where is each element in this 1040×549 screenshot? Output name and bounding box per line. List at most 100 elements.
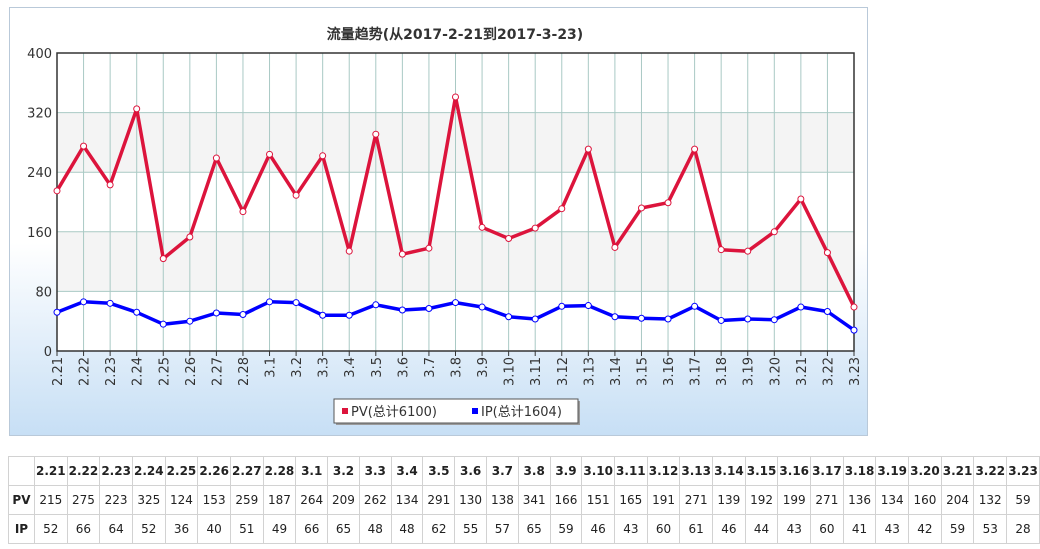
table-cell: 132 — [973, 485, 1008, 515]
table-cell: 60 — [810, 514, 844, 544]
table-cell: 41 — [842, 514, 877, 544]
y-tick-label: 240 — [27, 166, 52, 181]
table-cell: 57 — [486, 514, 519, 544]
data-point — [266, 150, 274, 158]
traffic-trend-chart: 流量趋势(从2017-2-21到2017-3-23) 0 80 160 240 320 4… — [27, 26, 863, 425]
data-point — [584, 145, 592, 153]
x-tick-label: 2.24 — [131, 357, 146, 386]
data-point — [159, 320, 167, 328]
x-tick-label: 3.11 — [529, 357, 544, 386]
data-point — [345, 247, 353, 255]
table-cell: 60 — [646, 514, 681, 544]
data-point — [744, 315, 752, 323]
data-point — [558, 302, 566, 310]
data-point — [372, 301, 380, 309]
data-point — [425, 244, 433, 252]
y-tick-label: 0 — [44, 345, 52, 360]
x-tick-label: 3.2 — [290, 357, 305, 378]
table-cell: 153 — [197, 485, 231, 515]
table-header-row: 2.21 2.22 2.23 2.24 2.25 2.26 2.27 2.28 3.1 3.2 3.… — [8, 456, 1040, 486]
legend-label: PV(总计6100) — [351, 405, 437, 420]
data-point — [664, 199, 672, 207]
table-cell: 66 — [295, 514, 329, 544]
data-point — [239, 208, 247, 216]
x-tick-label: 2.25 — [157, 357, 172, 386]
data-point — [478, 223, 486, 231]
table-cell: 65 — [327, 514, 360, 544]
table-column-header: 2.21 — [33, 456, 68, 486]
table-cell: 42 — [908, 514, 942, 544]
x-tick-label: 3.1 — [264, 357, 279, 378]
data-point — [53, 308, 61, 316]
x-tick-label: 3.4 — [343, 357, 358, 378]
table-cell: 139 — [712, 485, 746, 515]
data-point — [797, 303, 805, 311]
table-column-header: 3.6 — [454, 456, 487, 486]
table-cell: 59 — [940, 514, 975, 544]
table-cell: 52 — [33, 514, 68, 544]
data-point — [850, 326, 858, 334]
table-cell: 136 — [842, 485, 877, 515]
table-cell: 62 — [422, 514, 456, 544]
table-cell: 46 — [712, 514, 746, 544]
table-cell: 166 — [549, 485, 583, 515]
data-point — [345, 311, 353, 319]
table-cell: 151 — [581, 485, 616, 515]
x-tick-label: 3.16 — [662, 357, 677, 386]
data-point — [186, 233, 194, 241]
table-cell: 36 — [164, 514, 199, 544]
table-cell: 43 — [875, 514, 910, 544]
x-tick-label: 3.9 — [476, 357, 491, 378]
table-cell: 325 — [131, 485, 166, 515]
data-point — [159, 255, 167, 263]
table-cell: 48 — [390, 514, 424, 544]
x-tick-label: 2.23 — [104, 357, 119, 386]
data-point — [505, 313, 513, 321]
data-point — [611, 313, 619, 321]
data-point — [186, 317, 194, 325]
table-cell: 134 — [390, 485, 424, 515]
table-column-header: 3.2 — [327, 456, 360, 486]
x-tick-label: 3.14 — [609, 357, 624, 386]
x-tick-label: 3.8 — [450, 357, 465, 378]
table-cell: 264 — [295, 485, 329, 515]
table-corner-cell — [8, 456, 35, 486]
table-row: PV 215 275 223 325 124 153 259 187 264 209 262 134 29… — [8, 485, 1040, 515]
table-column-header: 3.19 — [875, 456, 910, 486]
table-column-header: 3.22 — [973, 456, 1008, 486]
table-column-header: 3.9 — [549, 456, 583, 486]
x-tick-label: 3.15 — [635, 357, 650, 386]
table-column-header: 2.25 — [164, 456, 199, 486]
table-column-header: 2.24 — [131, 456, 166, 486]
table-row: IP 52 66 64 52 36 40 51 49 66 65 48 48 62 55 57 65 59 46 43… — [8, 514, 1040, 544]
table-column-header: 3.11 — [614, 456, 648, 486]
y-tick-label: 80 — [35, 285, 52, 300]
table-cell: 53 — [973, 514, 1008, 544]
table-cell: 66 — [66, 514, 101, 544]
data-point — [292, 299, 300, 307]
data-point — [691, 302, 699, 310]
data-point — [452, 299, 459, 307]
data-point — [266, 298, 274, 306]
table-column-header: 3.3 — [358, 456, 392, 486]
table-cell: 341 — [517, 485, 551, 515]
table-column-header: 3.16 — [777, 456, 812, 486]
table-cell: 165 — [614, 485, 648, 515]
data-point — [664, 315, 672, 323]
data-point — [478, 303, 486, 311]
table-cell: 192 — [744, 485, 779, 515]
table-cell: 51 — [229, 514, 264, 544]
table-cell: 259 — [229, 485, 264, 515]
table-column-header: 3.20 — [908, 456, 942, 486]
table-column-header: 3.7 — [486, 456, 519, 486]
table-cell: 191 — [646, 485, 681, 515]
data-point — [133, 105, 141, 113]
table-row-header: IP — [8, 514, 35, 544]
table-column-header: 3.18 — [842, 456, 877, 486]
x-tick-label: 3.20 — [768, 357, 783, 386]
table-cell: 262 — [358, 485, 392, 515]
table-column-header: 2.28 — [262, 456, 297, 486]
table-cell: 55 — [454, 514, 487, 544]
legend-swatch — [472, 408, 478, 414]
table-cell: 223 — [99, 485, 133, 515]
